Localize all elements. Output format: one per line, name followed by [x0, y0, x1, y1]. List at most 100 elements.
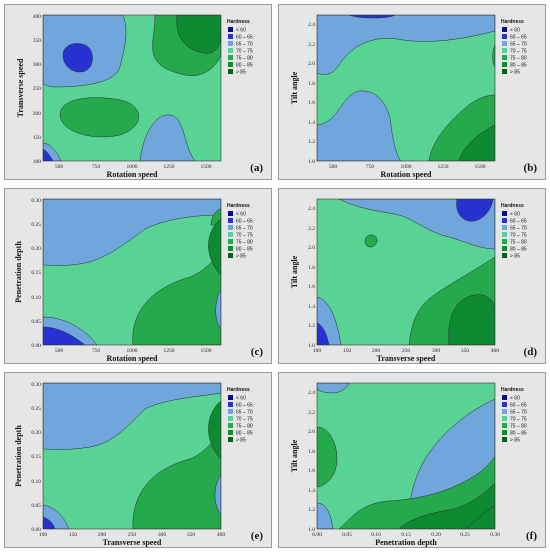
legend: Hardness < 60 60 – 65 65 – 70 70 – 75 75…: [227, 387, 253, 444]
legend-label: 75 – 80: [510, 56, 527, 62]
legend-label: 65 – 70: [236, 410, 253, 416]
legend-swatch: [228, 232, 233, 237]
y-tick-label: 1.6: [308, 284, 315, 290]
panel-letter: (d): [524, 346, 538, 358]
x-axis: 500 750 1000 1250 1500 Rotation speed: [55, 164, 212, 179]
y-axis: 1.0 1.2 1.4 1.6 1.8 2.0 2.2 2.4 Tilt ang…: [290, 206, 315, 349]
x-tick-label: 1000: [127, 348, 138, 354]
x-tick-label: 1250: [438, 164, 449, 170]
x-axis-label: Rotation speed: [107, 354, 158, 363]
contour-plot-c: 500 750 1000 1250 1500 Rotation speed 0.…: [14, 198, 263, 363]
legend-swatch: [502, 416, 507, 421]
contour-plot-d: 100 150 200 250 300 350 400 Transverse s…: [290, 198, 538, 363]
panel-c: 500 750 1000 1250 1500 Rotation speed 0.…: [4, 188, 272, 364]
legend-swatch: [502, 62, 507, 67]
legend: Hardness < 60 60 – 65 65 – 70 70 – 75 75…: [227, 203, 253, 260]
panel-d: 100 150 200 250 300 350 400 Transverse s…: [278, 188, 546, 364]
legend-swatch: [502, 218, 507, 223]
contour-region-80-85: [448, 294, 495, 345]
y-tick-label: 2.4: [308, 390, 315, 396]
y-tick-label: 1.8: [308, 449, 315, 455]
y-tick-label: 0.25: [31, 222, 41, 228]
x-tick-label: 750: [92, 348, 101, 354]
legend-swatch: [228, 239, 233, 244]
legend-label: > 85: [510, 70, 520, 76]
legend-label: 75 – 80: [236, 240, 253, 246]
legend-swatch: [228, 409, 233, 414]
y-tick-label: 2.2: [308, 410, 315, 416]
y-axis-label: Penetration depth: [14, 425, 23, 487]
legend-swatch: [502, 246, 507, 251]
plot-frame: [42, 198, 222, 346]
x-tick-label: 1000: [401, 164, 412, 170]
legend-label: < 60: [510, 28, 520, 34]
x-tick-label: 150: [69, 532, 78, 538]
y-axis-label: Transverse speed: [16, 58, 25, 117]
y-tick-label: 200: [33, 111, 42, 117]
y-tick-label: 0.10: [31, 479, 41, 485]
legend-swatch: [228, 430, 233, 435]
y-tick-label: 1.4: [308, 488, 315, 494]
legend-label: 65 – 70: [236, 42, 253, 48]
x-tick-label: 300: [432, 348, 441, 354]
legend-swatch: [502, 48, 507, 53]
y-tick-label: 1.4: [308, 304, 315, 310]
y-tick-label: 1.2: [308, 507, 315, 513]
contour-plot-f: 0.00 0.05 0.10 0.15 0.20 0.25 0.30 Penet…: [290, 382, 537, 547]
y-axis: 0.00 0.05 0.10 0.15 0.20 0.25 0.30 Penet…: [14, 198, 41, 349]
legend-swatch: [502, 211, 507, 216]
y-tick-label: 1.0: [308, 159, 315, 165]
y-tick-label: 1.2: [308, 139, 315, 145]
x-tick-label: 1250: [164, 348, 175, 354]
legend-swatch: [502, 41, 507, 46]
legend-swatch: [228, 41, 233, 46]
legend-label: 65 – 70: [510, 226, 527, 232]
x-tick-label: 750: [92, 164, 101, 170]
legend-title: Hardness: [501, 203, 524, 209]
x-tick-label: 500: [329, 164, 338, 170]
legend-swatch: [502, 55, 507, 60]
legend-label: 65 – 70: [510, 42, 527, 48]
x-tick-label: 0.15: [401, 532, 411, 538]
x-axis: 0.00 0.05 0.10 0.15 0.20 0.25 0.30 Penet…: [312, 532, 500, 547]
x-axis-label: Rotation speed: [107, 170, 158, 179]
legend-swatch: [502, 69, 507, 74]
legend-label: > 85: [510, 438, 520, 444]
legend-swatch: [228, 416, 233, 421]
legend-swatch: [228, 48, 233, 53]
x-axis: 500 750 1000 1250 1500 Rotation speed: [329, 164, 486, 179]
x-tick-label: 250: [402, 348, 411, 354]
legend-label: 60 – 65: [236, 219, 253, 225]
legend-label: 60 – 65: [236, 403, 253, 409]
contour-plot-e: 100 150 200 250 300 350 400 Transverse s…: [14, 382, 263, 547]
legend-label: 70 – 75: [236, 49, 253, 55]
y-tick-label: 0.15: [31, 454, 41, 460]
legend-swatch: [228, 27, 233, 32]
contour-region-60-65: [62, 43, 93, 73]
panel-e: 100 150 200 250 300 350 400 Transverse s…: [4, 372, 272, 548]
legend-swatch: [502, 239, 507, 244]
contour-region-75-80: [59, 97, 139, 138]
legend-label: < 60: [236, 28, 246, 34]
legend-label: > 85: [236, 254, 246, 260]
x-tick-label: 500: [55, 164, 64, 170]
x-axis: 100 150 200 250 300 350 400 Transverse s…: [39, 532, 226, 547]
y-axis-label: Tilt angle: [290, 255, 299, 288]
plot-frame: [316, 198, 496, 346]
y-axis-label: Penetration depth: [14, 241, 23, 303]
legend-swatch: [502, 27, 507, 32]
legend-label: 70 – 75: [236, 233, 253, 239]
x-tick-label: 0.30: [490, 532, 500, 538]
y-tick-label: 0.05: [31, 503, 41, 509]
legend-label: 65 – 70: [236, 226, 253, 232]
x-tick-label: 1500: [475, 164, 486, 170]
contour-region-75-80: [317, 426, 338, 488]
legend-swatch: [502, 34, 507, 39]
x-tick-label: 350: [187, 532, 196, 538]
x-tick-label: 200: [98, 532, 107, 538]
legend-swatch: [502, 437, 507, 442]
legend-swatch: [502, 409, 507, 414]
x-tick-label: 0.00: [312, 532, 322, 538]
x-axis-label: Transverse speed: [377, 354, 436, 363]
legend: Hardness < 60 60 – 65 65 – 70 70 – 75 75…: [227, 19, 253, 76]
